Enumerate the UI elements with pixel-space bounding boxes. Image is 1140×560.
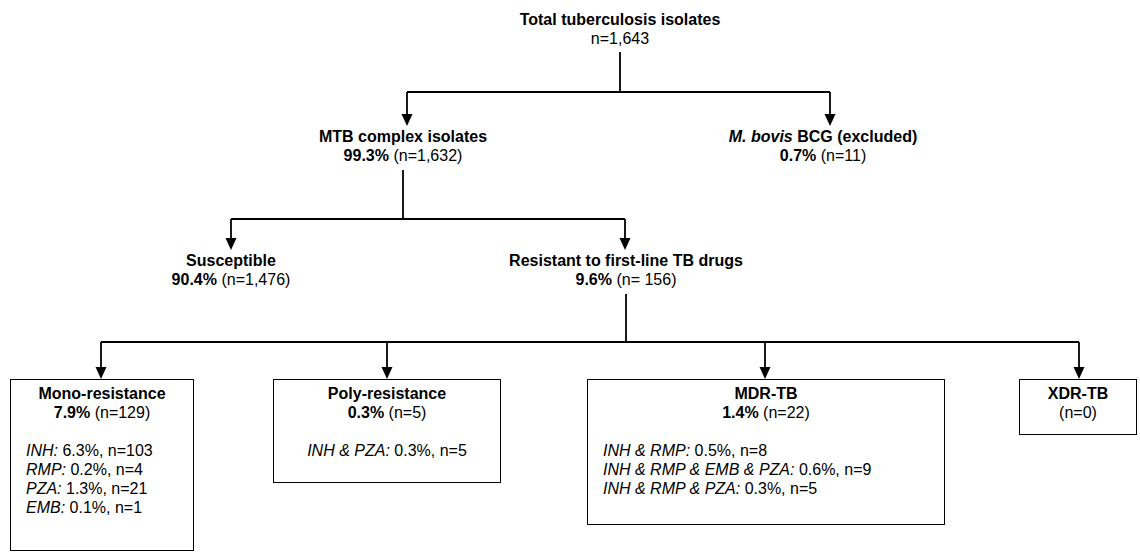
drug-breakdown-list: INH: 6.3%, n=103 RMP: 0.2%, n=4 PZA: 1.3…: [11, 441, 193, 517]
xdr-arrowhead-icon: [1074, 367, 1085, 379]
node-susceptible: Susceptible 90.4% (n=1,476): [172, 251, 291, 289]
node-title: M. bovis BCG (excluded): [729, 127, 917, 146]
node-count: (n=1,632): [389, 147, 462, 164]
drug-line: EMB: 0.1%, n=1: [26, 498, 193, 517]
node-stats: 90.4% (n=1,476): [172, 270, 291, 289]
drug-value: 0.2%, n=4: [66, 461, 143, 478]
box-count: (n=22): [759, 404, 810, 421]
drug-value: 0.3%, n=5: [740, 480, 817, 497]
drug-line: INH: 6.3%, n=103: [26, 441, 193, 460]
drug-value: 0.6%, n=9: [794, 461, 871, 478]
node-count: (n=1,476): [217, 271, 290, 288]
node-stats: 9.6% (n= 156): [509, 270, 743, 289]
node-count: n=1,643: [520, 29, 721, 48]
node-percent: 9.6%: [576, 271, 612, 288]
drug-value: 0.5%, n=8: [690, 442, 767, 459]
box-title: XDR-TB: [1020, 380, 1136, 403]
drug-label: INH & RMP:: [603, 442, 690, 459]
node-stats: 99.3% (n=1,632): [319, 146, 487, 165]
node-title: Total tuberculosis isolates: [520, 10, 721, 29]
box-percent: 0.3%: [348, 404, 384, 421]
node-title-rest: BCG (excluded): [793, 128, 917, 145]
spacer: [588, 422, 944, 441]
drug-value: 1.3%, n=21: [62, 480, 148, 497]
flowchart-canvas: Total tuberculosis isolates n=1,643 MTB …: [0, 0, 1140, 560]
drug-line: RMP: 0.2%, n=4: [26, 460, 193, 479]
spacer: [274, 422, 500, 441]
bovis-arrowhead-icon: [825, 114, 836, 126]
box-title: MDR-TB: [588, 380, 944, 403]
drug-breakdown-list: INH & RMP: 0.5%, n=8 INH & RMP & EMB & P…: [588, 441, 944, 498]
node-stats: 0.7% (n=11): [729, 146, 917, 165]
drug-label: INH & RMP & EMB & PZA:: [603, 461, 794, 478]
node-percent: 90.4%: [172, 271, 217, 288]
drug-line: INH & RMP: 0.5%, n=8: [603, 441, 944, 460]
drug-label: EMB:: [26, 499, 65, 516]
drug-line: PZA: 1.3%, n=21: [26, 479, 193, 498]
node-percent: 99.3%: [344, 147, 389, 164]
drug-label: INH:: [26, 442, 58, 459]
box-stats: 1.4% (n=22): [588, 403, 944, 422]
drug-line: INH & PZA: 0.3%, n=5: [274, 441, 500, 460]
node-count: (n=11): [816, 147, 866, 164]
box-title: Mono-resistance: [11, 380, 193, 403]
box-title: Poly-resistance: [274, 380, 500, 403]
drug-label: RMP:: [26, 461, 66, 478]
resistant-arrowhead-icon: [620, 238, 631, 250]
box-count: (n=129): [90, 404, 150, 421]
box-percent: 1.4%: [722, 404, 758, 421]
node-mtb-complex: MTB complex isolates 99.3% (n=1,632): [319, 127, 487, 165]
node-count: (n= 156): [612, 271, 676, 288]
mtb-arrowhead-icon: [402, 114, 413, 126]
drug-breakdown-list: INH & PZA: 0.3%, n=5: [274, 441, 500, 460]
node-resistant: Resistant to first-line TB drugs 9.6% (n…: [509, 251, 743, 289]
box-percent: 7.9%: [54, 404, 90, 421]
node-title: Resistant to first-line TB drugs: [509, 251, 743, 270]
box-count: (n=5): [384, 404, 426, 421]
drug-label: INH & PZA:: [307, 442, 390, 459]
mdr-tb-box: MDR-TB 1.4% (n=22) INH & RMP: 0.5%, n=8 …: [587, 379, 945, 525]
species-name: M. bovis: [729, 128, 793, 145]
node-total-isolates: Total tuberculosis isolates n=1,643: [520, 10, 721, 48]
node-percent: 0.7%: [780, 147, 816, 164]
node-m-bovis-bcg: M. bovis BCG (excluded) 0.7% (n=11): [729, 127, 917, 165]
susceptible-arrowhead-icon: [226, 238, 237, 250]
drug-line: INH & RMP & PZA: 0.3%, n=5: [603, 479, 944, 498]
drug-value: 6.3%, n=103: [58, 442, 153, 459]
drug-label: INH & RMP & PZA:: [603, 480, 740, 497]
drug-value: 0.1%, n=1: [65, 499, 142, 516]
drug-label: PZA:: [26, 480, 62, 497]
poly-resistance-box: Poly-resistance 0.3% (n=5) INH & PZA: 0.…: [273, 379, 501, 483]
node-title: Susceptible: [172, 251, 291, 270]
spacer: [11, 422, 193, 441]
xdr-tb-box: XDR-TB (n=0): [1019, 379, 1137, 435]
mdr-arrowhead-icon: [760, 367, 771, 379]
drug-line: INH & RMP & EMB & PZA: 0.6%, n=9: [603, 460, 944, 479]
node-title: MTB complex isolates: [319, 127, 487, 146]
mono-resistance-box: Mono-resistance 7.9% (n=129) INH: 6.3%, …: [10, 379, 194, 551]
drug-value: 0.3%, n=5: [390, 442, 467, 459]
box-count: (n=0): [1020, 403, 1136, 422]
poly-arrowhead-icon: [382, 367, 393, 379]
box-stats: 7.9% (n=129): [11, 403, 193, 422]
mono-arrowhead-icon: [96, 367, 107, 379]
box-stats: 0.3% (n=5): [274, 403, 500, 422]
